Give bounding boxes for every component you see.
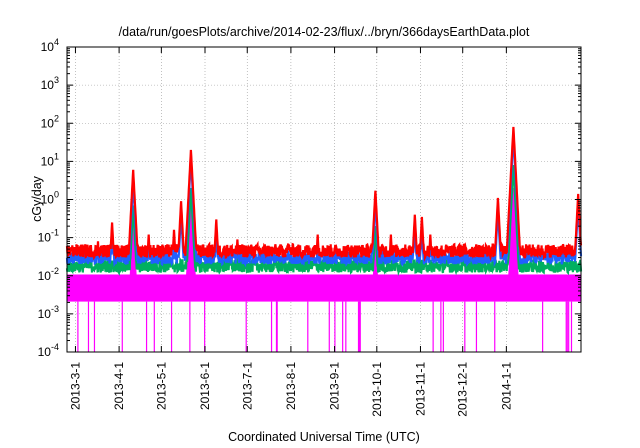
y-tick-label: 101 [41,151,59,168]
x-tick-label: 2013-8-1 [284,362,298,410]
y-tick-label: 10-2 [38,266,59,283]
series-line [65,136,583,268]
x-tick-label: 2013-12-1 [456,362,470,417]
x-tick-label: 2013-6-1 [198,362,212,410]
y-tick-label: 102 [41,113,59,130]
y-tick-label: 103 [41,75,59,92]
x-tick-label: 2013-9-1 [328,362,342,410]
grid-lines [67,47,581,352]
series-line [65,126,583,262]
y-axis-label: cGy/day [30,175,44,222]
x-axis-label: Coordinated Universal Time (UTC) [228,430,420,444]
y-tick-label: 10-1 [38,228,59,245]
x-tick-label: 2013-4-1 [112,362,126,410]
series-band-core [67,274,581,302]
axis-ticks: 10-4 10-3 10-2 10-1 100 101 102 103 104 2013-3-1 2… [38,37,581,417]
y-tick-label: 10-4 [38,342,59,359]
x-tick-label: 2013-10-1 [370,362,384,417]
plot-frame [66,46,582,353]
y-tick-label: 104 [41,37,59,54]
x-tick-label: 2013-5-1 [154,362,168,410]
x-tick-label: 2013-7-1 [240,362,254,410]
y-tick-label: 100 [41,190,59,207]
plot-series [65,126,583,352]
x-tick-label: 2014-1-1 [499,362,513,410]
chart-title: /data/run/goesPlots/archive/2014-02-23/f… [119,25,530,39]
y-tick-label: 10-3 [38,304,59,321]
x-tick-label: 2013-11-1 [413,362,427,416]
x-tick-label: 2013-3-1 [68,362,82,410]
